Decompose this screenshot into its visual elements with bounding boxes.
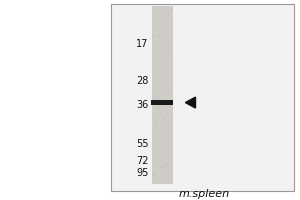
- Bar: [111, 4, 294, 191]
- Text: 95: 95: [136, 168, 148, 178]
- Polygon shape: [185, 97, 196, 108]
- Text: 55: 55: [136, 139, 148, 149]
- Text: 36: 36: [136, 100, 148, 110]
- Text: 28: 28: [136, 76, 148, 86]
- Text: 17: 17: [136, 39, 148, 49]
- Bar: [151, 100, 173, 105]
- Text: 72: 72: [136, 156, 148, 166]
- Text: m.spleen: m.spleen: [178, 189, 230, 199]
- Bar: [152, 6, 172, 184]
